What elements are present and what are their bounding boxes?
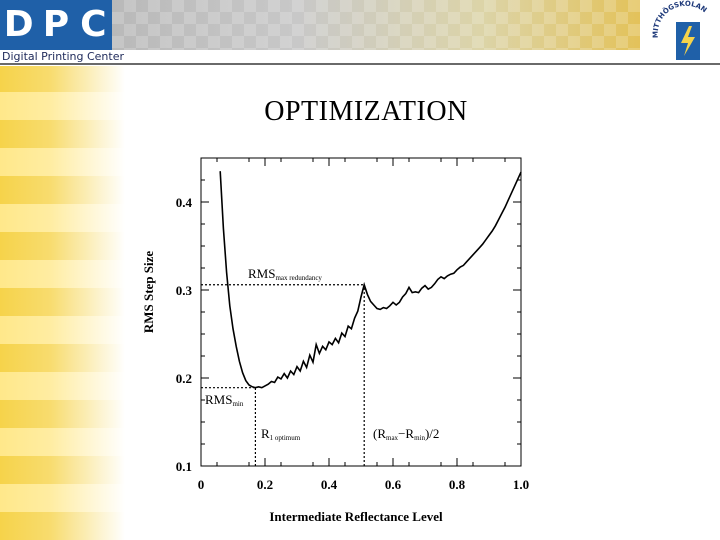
x-tick-label: 1.0 xyxy=(513,477,529,492)
x-tick-labels: 0 0.2 0.4 0.6 0.8 1.0 xyxy=(198,477,529,492)
y-tick-label: 0.3 xyxy=(176,283,193,298)
y-tick-label: 0.4 xyxy=(176,195,193,210)
x-tick-label: 0 xyxy=(198,477,205,492)
x-tick-label: 0.2 xyxy=(257,477,273,492)
annotation-r1-main: R xyxy=(261,426,270,441)
annotation-rms-min-sub: min xyxy=(232,400,243,408)
y-tick-labels: 0.1 0.2 0.3 0.4 xyxy=(176,195,193,474)
y-axis-title: RMS Step Size xyxy=(141,251,156,334)
x-tick-label: 0.8 xyxy=(449,477,466,492)
annotation-rms-min: RMSmin xyxy=(205,392,244,408)
annotation-half-sub-min: min xyxy=(414,434,425,442)
header-banner: D P C Digital Printing Center MITTHÖGSKO… xyxy=(0,0,720,66)
annotation-half-mid: −R xyxy=(398,426,414,441)
logo-letter-c: C xyxy=(80,4,107,45)
annotation-rms-min-main: RMS xyxy=(205,392,232,407)
emblem-bolt xyxy=(681,26,695,56)
y-tick-label: 0.2 xyxy=(176,371,192,386)
reference-lines xyxy=(201,284,365,466)
x-axis-title: Intermediate Reflectance Level xyxy=(269,509,443,524)
logo-letter-d: D xyxy=(3,4,34,45)
x-tick-label: 0.6 xyxy=(385,477,402,492)
annotation-r1-sub: 1 optimum xyxy=(270,434,301,442)
annotation-half-open: (R xyxy=(373,426,386,441)
header-divider xyxy=(0,63,720,65)
header-checker-pattern xyxy=(112,0,640,50)
rms-curve-line xyxy=(219,171,522,389)
annotation-rms-max-redundancy: RMSmax redundancy xyxy=(248,266,322,282)
annotation-half-tail: )/2 xyxy=(425,426,439,441)
logo-letter-p: P xyxy=(42,4,70,45)
plot-frame xyxy=(200,157,522,467)
header-decorative-band xyxy=(112,0,640,50)
x-tick-label: 0.4 xyxy=(321,477,338,492)
dpc-logo: D P C xyxy=(0,0,112,50)
left-decorative-band xyxy=(0,66,125,540)
annotation-half-sub-max: max xyxy=(386,434,399,442)
annotation-rms-max-main: RMS xyxy=(248,266,275,281)
annotation-half-range: (Rmax−Rmin)/2 xyxy=(373,426,439,442)
logo-subtitle: Digital Printing Center xyxy=(2,50,125,63)
annotation-rms-max-sub: max redundancy xyxy=(275,274,322,282)
tick-marks xyxy=(200,158,522,467)
university-emblem-icon: MITTHÖGSKOLAN xyxy=(652,0,708,60)
slide-title: OPTIMIZATION xyxy=(264,96,468,127)
y-tick-label: 0.1 xyxy=(176,459,192,474)
annotation-r1-optimum: R1 optimum xyxy=(261,426,301,442)
